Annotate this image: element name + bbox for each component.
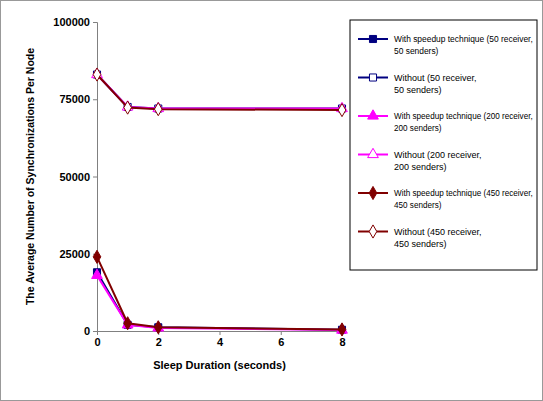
legend-label-line: 50 senders)	[394, 46, 439, 56]
tick-label: 6	[278, 336, 284, 348]
legend-label-line: 200 senders)	[394, 162, 447, 172]
legend-marker	[369, 35, 376, 42]
tick-label: 8	[339, 336, 345, 348]
legend-item: Without (450 receiver, 450 senders)	[358, 225, 482, 249]
legend-box	[350, 20, 537, 270]
x-axis-title: Sleep Duration (seconds)	[153, 359, 286, 371]
tick: 100000	[53, 16, 97, 28]
marker	[93, 250, 101, 263]
axis-line	[98, 332, 343, 336]
legend-label-line: With speedup technique (450 receiver,	[394, 189, 533, 198]
tick-mark	[220, 331, 221, 335]
series-line	[97, 75, 342, 111]
tick: 4	[217, 331, 224, 348]
series-line	[97, 75, 342, 109]
tick-mark	[93, 177, 97, 178]
series-group	[92, 68, 348, 336]
tick: 25000	[59, 248, 97, 260]
legend-label: Without (450 receiver, 450 senders)	[394, 227, 482, 249]
legend-item: With speedup technique (200 receiver, 200…	[358, 110, 533, 133]
series-line	[97, 272, 342, 329]
legend-marker	[369, 74, 376, 81]
tick-mark	[93, 22, 97, 23]
tick: 0	[94, 331, 100, 348]
tick-label: 0	[84, 325, 90, 337]
legend-label-line: 200 senders)	[394, 124, 442, 133]
tick-label: 0	[94, 336, 100, 348]
tick-label: 100000	[53, 16, 90, 28]
tick: 0	[84, 325, 97, 337]
marker	[154, 321, 162, 334]
tick: 50000	[59, 171, 97, 183]
legend-item: With speedup technique (450 receiver, 450…	[358, 186, 533, 210]
legend-item: Without (50 receiver, 50 senders)	[358, 73, 477, 95]
marker	[338, 323, 346, 336]
tick-mark	[93, 331, 97, 332]
legend-label-line: 450 senders)	[394, 239, 447, 249]
series-line	[97, 75, 342, 109]
legend-item: Without (200 receiver, 200 senders)	[358, 148, 482, 171]
legend-label-line: Without (450 receiver,	[394, 227, 482, 237]
legend-marker	[369, 225, 377, 238]
chart: 0 2 4 6 8 0 25000 50000 75000 100000 Sleep Duratio…	[0, 0, 543, 401]
legend-label-line: 450 senders)	[394, 201, 442, 210]
tick-label: 50000	[59, 171, 90, 183]
tick-label: 75000	[59, 93, 90, 105]
legend-label: Without (200 receiver, 200 senders)	[394, 150, 482, 172]
legend-label: With speedup technique (450 receiver, 450…	[394, 189, 533, 210]
tick-label: 25000	[59, 248, 90, 260]
legend: With speedup technique (50 receiver, 50 s…	[350, 20, 537, 270]
legend-marker	[369, 186, 377, 199]
marker	[124, 317, 132, 330]
y-axis: 0 25000 50000 75000 100000	[53, 16, 97, 337]
series-line	[97, 257, 342, 330]
tick: 6	[278, 331, 284, 348]
chart-border	[1, 1, 543, 401]
legend-label-line: Without (50 receiver,	[394, 73, 477, 83]
tick-mark	[93, 99, 97, 100]
legend-label-line: 50 senders)	[394, 85, 442, 95]
tick: 75000	[59, 93, 97, 105]
tick-mark	[281, 331, 282, 335]
marker	[93, 68, 101, 81]
x-axis: 0 2 4 6 8	[94, 331, 345, 348]
series-line	[97, 275, 342, 330]
plot: 0 2 4 6 8 0 25000 50000 75000 100000	[53, 16, 347, 348]
legend-label-line: Without (200 receiver,	[394, 150, 482, 160]
legend-label: Without (50 receiver, 50 senders)	[394, 73, 477, 95]
marker	[92, 269, 103, 278]
tick-label: 2	[156, 336, 162, 348]
marker	[154, 103, 162, 116]
legend-label-line: With speedup technique (50 receiver,	[394, 34, 533, 44]
legend-item: With speedup technique (50 receiver, 50 s…	[358, 34, 533, 56]
legend-marker	[368, 110, 379, 119]
legend-label: With speedup technique (200 receiver, 200…	[394, 112, 533, 133]
marker	[124, 101, 132, 114]
legend-label: With speedup technique (50 receiver, 50 s…	[394, 34, 533, 56]
marker	[338, 103, 346, 116]
legend-marker	[368, 148, 379, 157]
legend-label-line: With speedup technique (200 receiver,	[394, 112, 533, 121]
tick-label: 4	[217, 336, 224, 348]
y-axis-title: The Average Number of Synchronizations P…	[24, 48, 36, 305]
